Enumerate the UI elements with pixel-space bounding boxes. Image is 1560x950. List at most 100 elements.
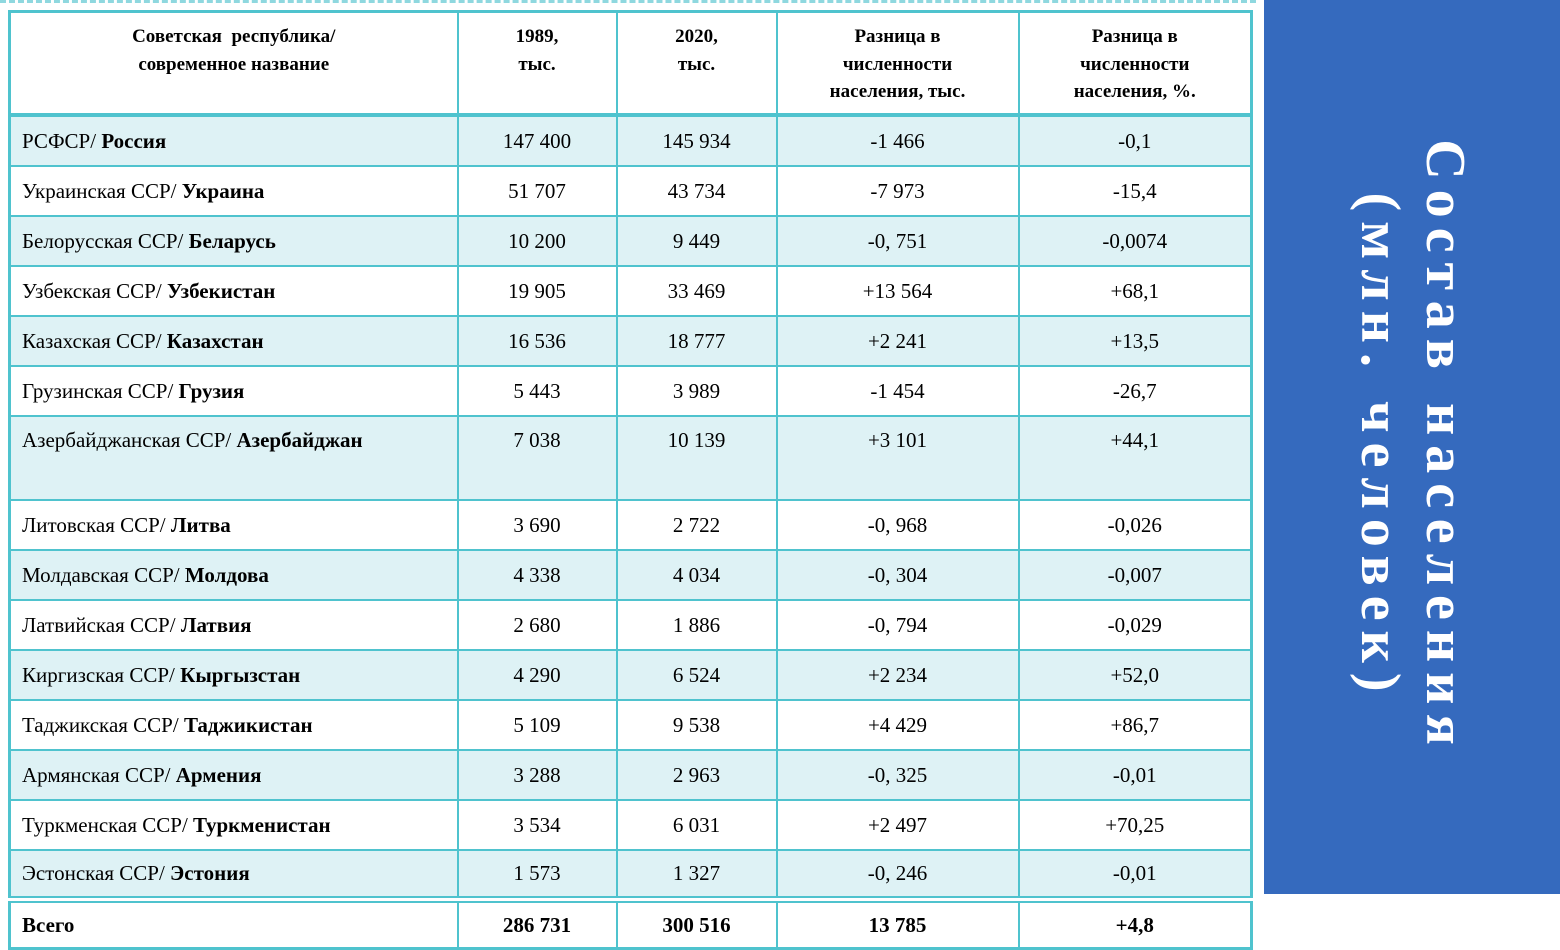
republic-soviet-name: Азербайджанская ССР/: [22, 428, 237, 452]
side-title-line2: (млн. человек): [1349, 192, 1411, 702]
diff-thousands-cell: -1 466: [775, 114, 1020, 167]
republic-modern-name: Эстония: [170, 861, 250, 885]
pop-1989-cell: 3 288: [456, 749, 618, 801]
pop-1989-cell: 7 038: [456, 415, 618, 501]
population-table: Советская республика/ современное назван…: [8, 10, 1253, 950]
republic-modern-name: Таджикистан: [183, 712, 313, 737]
col-header-1989: 1989, тыс.: [456, 10, 618, 117]
pop-2020-cell: 1 886: [615, 599, 778, 651]
pop-1989-cell: 2 680: [456, 599, 618, 651]
diff-thousands-cell: +2 241: [775, 315, 1020, 367]
table-row: Грузинская ССР/ Грузия 5 443 3 989 -1 45…: [8, 365, 1253, 417]
col-header-diff-percent: Разница в численности населения, %.: [1017, 10, 1253, 117]
table-row: Молдавская ССР/ Молдова 4 338 4 034 -0, …: [8, 549, 1253, 601]
diff-thousands-cell: -7 973: [775, 165, 1020, 217]
diff-thousands-cell: +4 429: [775, 699, 1020, 751]
pop-2020-cell: 10 139: [615, 415, 778, 501]
pop-1989-cell: 147 400: [456, 114, 618, 167]
pop-2020-cell: 9 449: [615, 215, 778, 267]
diff-percent-cell: +52,0: [1017, 649, 1253, 701]
table-row: Литовская ССР/ Литва 3 690 2 722 -0, 968…: [8, 499, 1253, 551]
pop-2020-cell: 1 327: [615, 849, 778, 901]
pop-1989-cell: 10 200: [456, 215, 618, 267]
republic-soviet-name: Узбекская ССР/: [22, 278, 167, 303]
diff-thousands-cell: +2 497: [775, 799, 1020, 851]
pop-2020-cell: 2 963: [615, 749, 778, 801]
diff-percent-cell: +4,8: [1017, 896, 1253, 950]
republic-modern-name: Молдова: [184, 562, 269, 587]
diff-thousands-cell: +2 234: [775, 649, 1020, 701]
table-row: Азербайджанская ССР/ Азербайджан 7 038 1…: [8, 415, 1253, 501]
diff-percent-cell: +44,1: [1017, 415, 1253, 501]
pop-1989-cell: 1 573: [456, 849, 618, 901]
pop-2020-cell: 9 538: [615, 699, 778, 751]
republic-soviet-name: Туркменская ССР/: [22, 812, 194, 837]
pop-2020-cell: 300 516: [615, 896, 778, 950]
table-row: РСФСР/ Россия 147 400 145 934 -1 466 -0,…: [8, 114, 1253, 167]
republic-soviet-name: Таджикская ССР/: [22, 712, 184, 737]
pop-1989-cell: 5 443: [456, 365, 618, 417]
pop-1989-cell: 286 731: [456, 896, 618, 950]
republic-modern-name: Казахстан: [166, 328, 264, 353]
table-row: Латвийская ССР/ Латвия 2 680 1 886 -0, 7…: [8, 599, 1253, 651]
republic-modern-name: Латвия: [180, 612, 252, 637]
side-panel: Состав населения (млн. человек): [1264, 0, 1560, 894]
pop-1989-cell: 51 707: [456, 165, 618, 217]
republic-soviet-name: Казахская ССР/: [22, 328, 167, 353]
republic-soviet-name: Киргизская ССР/: [22, 662, 181, 687]
pop-2020-cell: 33 469: [615, 265, 778, 317]
header-row: Советская республика/ современное назван…: [8, 10, 1253, 117]
diff-thousands-cell: -1 454: [775, 365, 1020, 417]
total-row: Всего 286 731 300 516 13 785 +4,8: [8, 896, 1253, 950]
republic-soviet-name: РСФСР/: [22, 128, 102, 153]
republic-modern-name: Узбекистан: [166, 278, 276, 303]
republic-soviet-name: Белорусская ССР/: [22, 228, 189, 253]
pop-1989-cell: 19 905: [456, 265, 618, 317]
republic-modern-name: Литва: [170, 512, 231, 537]
diff-percent-cell: +86,7: [1017, 699, 1253, 751]
table-row: Киргизская ССР/ Кыргызстан 4 290 6 524 +…: [8, 649, 1253, 701]
republic-soviet-name: Украинская ССР/: [22, 178, 182, 203]
table-row: Узбекская ССР/ Узбекистан 19 905 33 469 …: [8, 265, 1253, 317]
diff-percent-cell: +13,5: [1017, 315, 1253, 367]
pop-2020-cell: 2 722: [615, 499, 778, 551]
diff-thousands-cell: +3 101: [775, 415, 1020, 501]
pop-1989-cell: 4 338: [456, 549, 618, 601]
pop-2020-cell: 6 031: [615, 799, 778, 851]
table-row: Туркменская ССР/ Туркменистан 3 534 6 03…: [8, 799, 1253, 851]
top-dashed-line: [0, 0, 1256, 3]
pop-2020-cell: 43 734: [615, 165, 778, 217]
republic-modern-name: Туркменистан: [193, 812, 331, 837]
diff-thousands-cell: -0, 325: [775, 749, 1020, 801]
table-row: Эстонская ССР/ Эстония 1 573 1 327 -0, 2…: [8, 849, 1253, 901]
pop-1989-cell: 3 690: [456, 499, 618, 551]
diff-thousands-cell: -0, 246: [775, 849, 1020, 901]
republic-modern-name: Кыргызстан: [180, 662, 301, 687]
diff-thousands-cell: -0, 968: [775, 499, 1020, 551]
side-title-line1: Состав населения: [1413, 139, 1476, 755]
diff-thousands-cell: -0, 794: [775, 599, 1020, 651]
diff-percent-cell: -0,029: [1017, 599, 1253, 651]
diff-percent-cell: +70,25: [1017, 799, 1253, 851]
diff-percent-cell: -0,007: [1017, 549, 1253, 601]
republic-modern-name: Азербайджан: [236, 428, 363, 452]
table-row: Казахская ССР/ Казахстан 16 536 18 777 +…: [8, 315, 1253, 367]
table-row: Таджикская ССР/ Таджикистан 5 109 9 538 …: [8, 699, 1253, 751]
diff-percent-cell: -15,4: [1017, 165, 1253, 217]
republic-soviet-name: Эстонская ССР/: [22, 861, 171, 885]
diff-percent-cell: -0,0074: [1017, 215, 1253, 267]
col-header-republic: Советская республика/ современное назван…: [8, 10, 459, 117]
col-header-diff-thousands: Разница в численности населения, тыс.: [775, 10, 1020, 117]
republic-modern-name: Россия: [101, 128, 167, 153]
table-row: Украинская ССР/ Украина 51 707 43 734 -7…: [8, 165, 1253, 217]
diff-percent-cell: -0,01: [1017, 849, 1253, 901]
diff-thousands-cell: 13 785: [775, 896, 1020, 950]
table-row: Белорусская ССР/ Беларусь 10 200 9 449 -…: [8, 215, 1253, 267]
side-panel-title: Состав населения (млн. человек): [1347, 139, 1477, 755]
republic-modern-name: Украина: [181, 178, 265, 203]
pop-1989-cell: 4 290: [456, 649, 618, 701]
republic-soviet-name: Грузинская ССР/: [22, 378, 179, 403]
diff-percent-cell: -0,1: [1017, 114, 1253, 167]
diff-thousands-cell: +13 564: [775, 265, 1020, 317]
